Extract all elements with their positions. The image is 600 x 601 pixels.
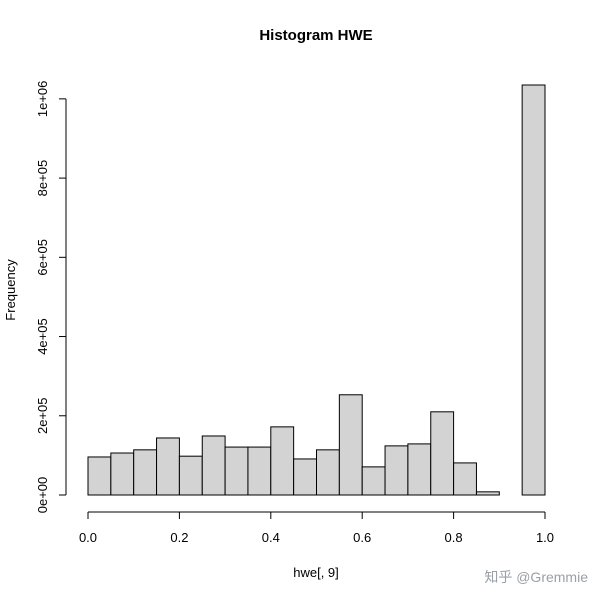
- y-tick-label: 1e+06: [35, 81, 50, 118]
- bar: [361, 466, 386, 496]
- chart-title: Histogram HWE: [259, 27, 372, 44]
- bar: [407, 443, 432, 496]
- bar: [338, 394, 363, 496]
- bar: [384, 445, 409, 496]
- bar: [247, 446, 272, 496]
- y-tick-label: 4e+05: [35, 318, 50, 355]
- watermark: 知乎 @Gremmie: [484, 569, 588, 585]
- x-axis-label: hwe[, 9]: [293, 565, 339, 580]
- x-tick-label: 0.0: [79, 530, 97, 545]
- x-tick-label: 0.8: [445, 530, 463, 545]
- bar: [110, 452, 135, 496]
- y-tick-label: 8e+05: [35, 160, 50, 197]
- bar: [293, 458, 317, 496]
- bar: [133, 449, 158, 496]
- bar: [521, 84, 546, 496]
- x-tick-label: 0.6: [353, 530, 371, 545]
- bar: [87, 456, 112, 496]
- bar: [178, 455, 203, 496]
- y-tick-label: 0e+00: [35, 477, 50, 514]
- bar: [453, 462, 477, 496]
- bar: [430, 411, 455, 496]
- x-tick-label: 0.4: [262, 530, 280, 545]
- bar: [201, 435, 226, 496]
- y-axis-label: Frequency: [3, 259, 18, 321]
- x-tick-label: 1.0: [536, 530, 554, 545]
- bar: [270, 426, 295, 496]
- bar: [224, 446, 249, 496]
- bar: [316, 449, 340, 496]
- bar: [156, 437, 180, 496]
- bar: [475, 491, 500, 496]
- y-tick-label: 6e+05: [35, 239, 50, 276]
- x-tick-label: 0.2: [170, 530, 188, 545]
- y-tick-label: 2e+05: [35, 398, 50, 435]
